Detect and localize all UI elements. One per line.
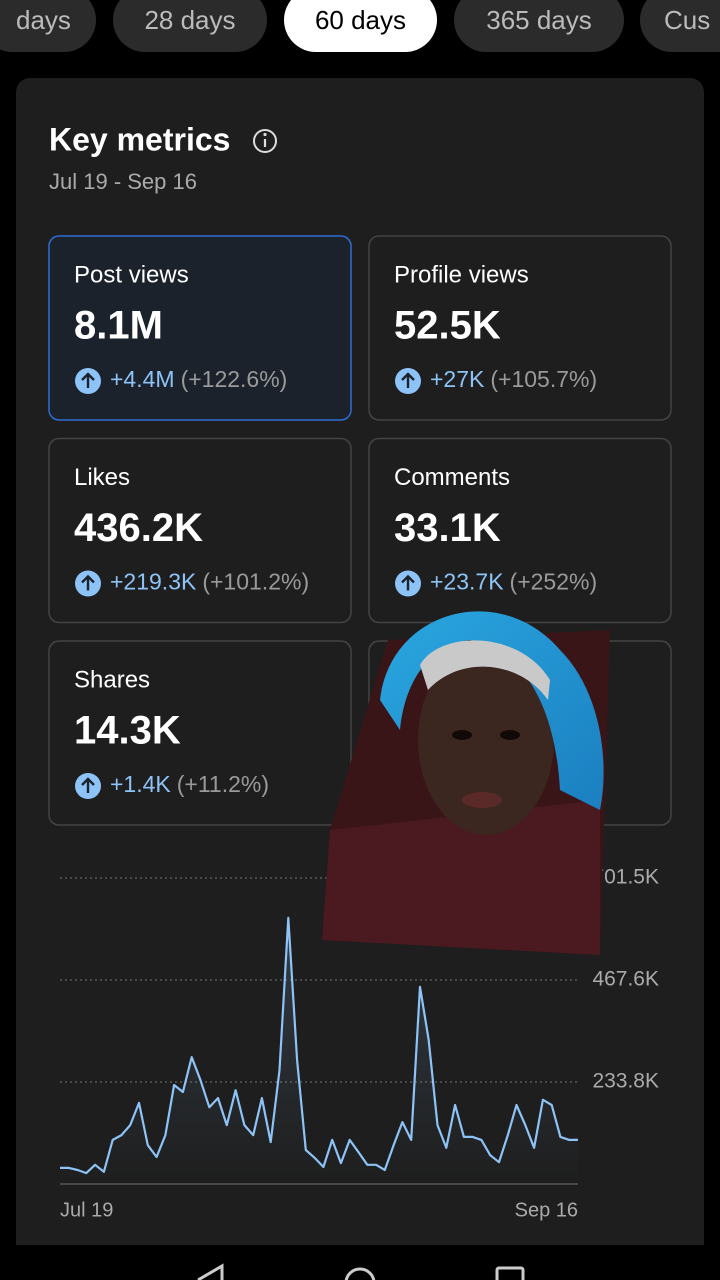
video-overlay: [322, 611, 610, 955]
change-percent: (+122.6%): [181, 366, 288, 392]
date-range: Jul 19 - Sep 16: [49, 169, 197, 194]
info-icon[interactable]: [253, 129, 277, 153]
change-value: +1.4K: [110, 771, 171, 797]
nav-bar: [0, 1245, 720, 1280]
recents-button[interactable]: [495, 1266, 525, 1280]
change-value: +4.4M: [110, 366, 175, 392]
tab-pill[interactable]: [113, 0, 267, 52]
y-tick-label: 467.6K: [592, 968, 659, 991]
change-value: +219.3K: [110, 569, 197, 595]
tab-pill[interactable]: [284, 0, 437, 52]
tab-pill[interactable]: [0, 0, 96, 52]
metric-label: Shares: [74, 666, 150, 693]
back-button[interactable]: [197, 1263, 224, 1280]
change-percent: (+105.7%): [490, 366, 597, 392]
tab-label: 28 days: [144, 5, 235, 35]
change-percent: (+101.2%): [202, 569, 309, 595]
line-area: [60, 917, 578, 1184]
up-arrow-glyph: [81, 574, 95, 591]
tab-pill[interactable]: [640, 0, 720, 52]
y-tick-label: 233.8K: [592, 1070, 659, 1093]
tab-pill[interactable]: [454, 0, 624, 52]
up-arrow-glyph: [401, 372, 415, 388]
metric-card[interactable]: [48, 235, 352, 421]
up-arrow-glyph: [81, 372, 95, 388]
metric-value: 33.1K: [394, 506, 501, 550]
metric-change: +1.4K (+11.2%): [110, 771, 269, 797]
change-percent: (+252%): [510, 569, 598, 595]
up-arrow-glyph: [81, 777, 95, 793]
home-button[interactable]: [344, 1267, 376, 1280]
metric-card[interactable]: [48, 437, 352, 624]
y-tick-label: 701.5K: [592, 866, 659, 889]
title: Key metrics: [49, 121, 230, 157]
metric-change: +219.3K (+101.2%): [110, 569, 309, 595]
metric-label: Likes: [74, 464, 130, 491]
metric-value: 14.3K: [74, 709, 181, 753]
tab-label: Cus: [664, 5, 710, 35]
metric-value: 436.2K: [74, 506, 203, 550]
metric-label: Post views: [74, 261, 189, 288]
tab-label: days: [16, 5, 71, 35]
metric-value: 8.1M: [74, 304, 163, 348]
metric-card[interactable]: [368, 235, 672, 421]
metric-label: Profile views: [394, 261, 529, 288]
tab-label: 365 days: [486, 5, 592, 35]
metric-change: +27K (+105.7%): [430, 366, 597, 392]
tab-label: 60 days: [315, 5, 406, 35]
line-series: [60, 916, 578, 1175]
metric-change: +23.7K (+252%): [430, 569, 597, 595]
metric-card[interactable]: [48, 640, 352, 826]
change-value: +27K: [430, 366, 485, 392]
change-percent: (+11.2%): [177, 771, 269, 797]
x-tick-label: Jul 19: [60, 1199, 113, 1221]
change-value: +23.7K: [430, 569, 504, 595]
metric-change: +4.4M (+122.6%): [110, 366, 287, 392]
metric-value: 52.5K: [394, 304, 501, 348]
metric-label: Comments: [394, 464, 510, 491]
x-tick-label: Sep 16: [515, 1199, 578, 1221]
up-arrow-glyph: [401, 574, 415, 591]
